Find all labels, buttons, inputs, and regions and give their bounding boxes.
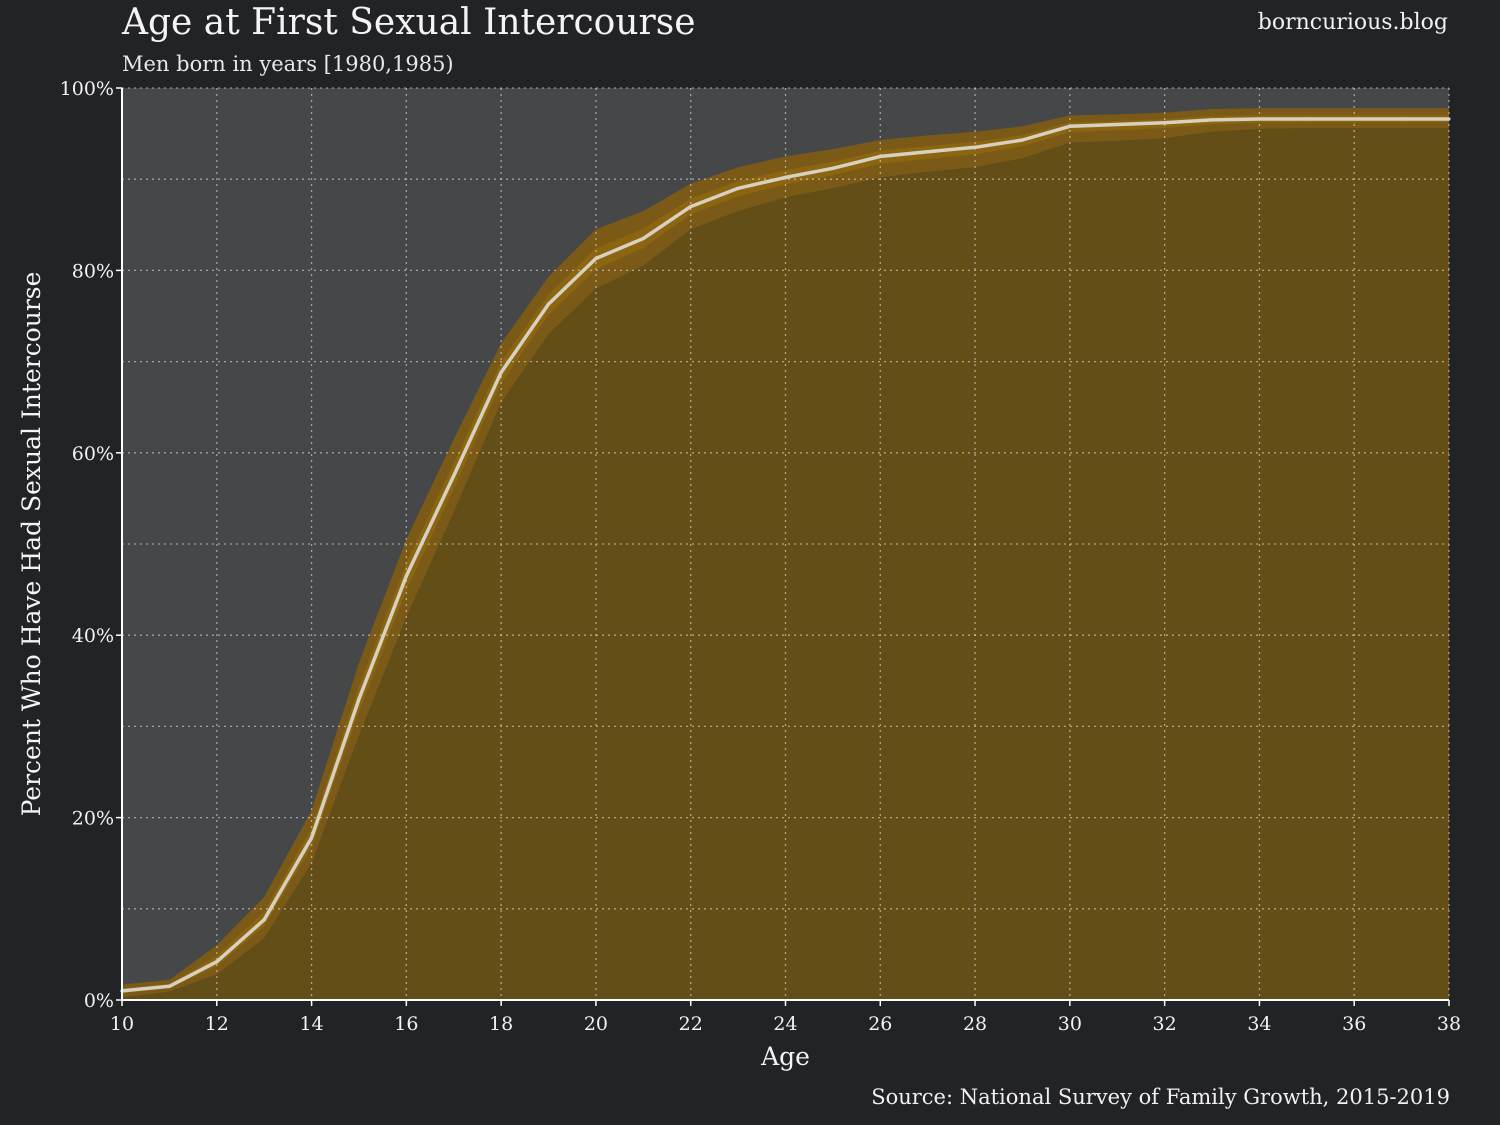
- x-tick-label: 24: [773, 1013, 797, 1035]
- data-point: [594, 256, 598, 261]
- area-fill: [122, 128, 1449, 1001]
- source-note: Source: National Survey of Family Growth…: [871, 1085, 1450, 1109]
- x-tick-label: 28: [963, 1013, 987, 1035]
- data-point: [404, 574, 408, 578]
- x-tick-label: 32: [1153, 1013, 1177, 1035]
- data-point: [736, 186, 740, 190]
- data-point: [1400, 117, 1404, 121]
- brand-label: borncurious.blog: [1257, 10, 1448, 35]
- x-tick-label: 36: [1342, 1013, 1366, 1035]
- data-point: [1352, 117, 1356, 121]
- data-point: [546, 302, 551, 306]
- data-point: [783, 175, 788, 179]
- data-point: [1305, 117, 1309, 121]
- y-tick-label: 20%: [72, 808, 114, 830]
- data-point: [452, 474, 456, 478]
- x-tick-label: 38: [1437, 1013, 1461, 1035]
- y-tick-label: 80%: [72, 260, 114, 282]
- data-point: [262, 918, 266, 922]
- data-point: [357, 697, 361, 701]
- x-tick-label: 12: [205, 1013, 229, 1035]
- data-point: [689, 204, 693, 209]
- data-point: [1020, 138, 1025, 142]
- chart-title: Age at First Sexual Intercourse: [122, 2, 696, 43]
- x-tick-label: 16: [394, 1013, 418, 1035]
- x-tick-label: 26: [868, 1013, 892, 1035]
- data-point: [1257, 117, 1262, 121]
- data-point: [1115, 122, 1119, 127]
- y-tick-label: 0%: [84, 990, 114, 1012]
- grid-layer: [122, 87, 1450, 1000]
- y-axis-title: Percent Who Have Had Sexual Intercourse: [17, 272, 46, 817]
- data-point: [831, 166, 835, 170]
- y-tick-label: 60%: [72, 443, 114, 465]
- data-point: [641, 236, 645, 241]
- x-tick-label: 18: [489, 1013, 513, 1035]
- data-point: [167, 984, 171, 988]
- data-point: [1210, 118, 1214, 122]
- x-tick-label: 22: [679, 1013, 703, 1035]
- data-point: [926, 150, 930, 154]
- line-layer: [120, 117, 1451, 993]
- data-point: [973, 145, 977, 149]
- data-point: [1447, 117, 1451, 121]
- data-point: [1068, 124, 1072, 128]
- data-point: [878, 154, 882, 158]
- axis-layer: 10 12 14 16 18 20 22 24 26 28 30 32 34 36 38 0% 20% 40% 60…: [60, 78, 1461, 1035]
- x-tick-label: 34: [1247, 1013, 1271, 1035]
- x-axis-title: Age: [760, 1042, 810, 1071]
- data-point: [309, 836, 314, 840]
- x-tick-label: 14: [299, 1013, 323, 1035]
- chart-subtitle: Men born in years [1980,1985): [122, 52, 454, 76]
- y-tick-label: 40%: [72, 625, 114, 647]
- x-tick-label: 30: [1058, 1013, 1082, 1035]
- y-tick-label: 100%: [60, 78, 114, 100]
- data-point: [215, 960, 219, 964]
- data-point: [1163, 121, 1167, 125]
- x-tick-label: 10: [110, 1013, 134, 1035]
- data-point: [499, 370, 503, 375]
- x-tick-label: 20: [584, 1013, 608, 1035]
